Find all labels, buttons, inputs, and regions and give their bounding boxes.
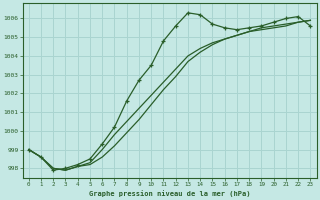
X-axis label: Graphe pression niveau de la mer (hPa): Graphe pression niveau de la mer (hPa) bbox=[89, 190, 250, 197]
